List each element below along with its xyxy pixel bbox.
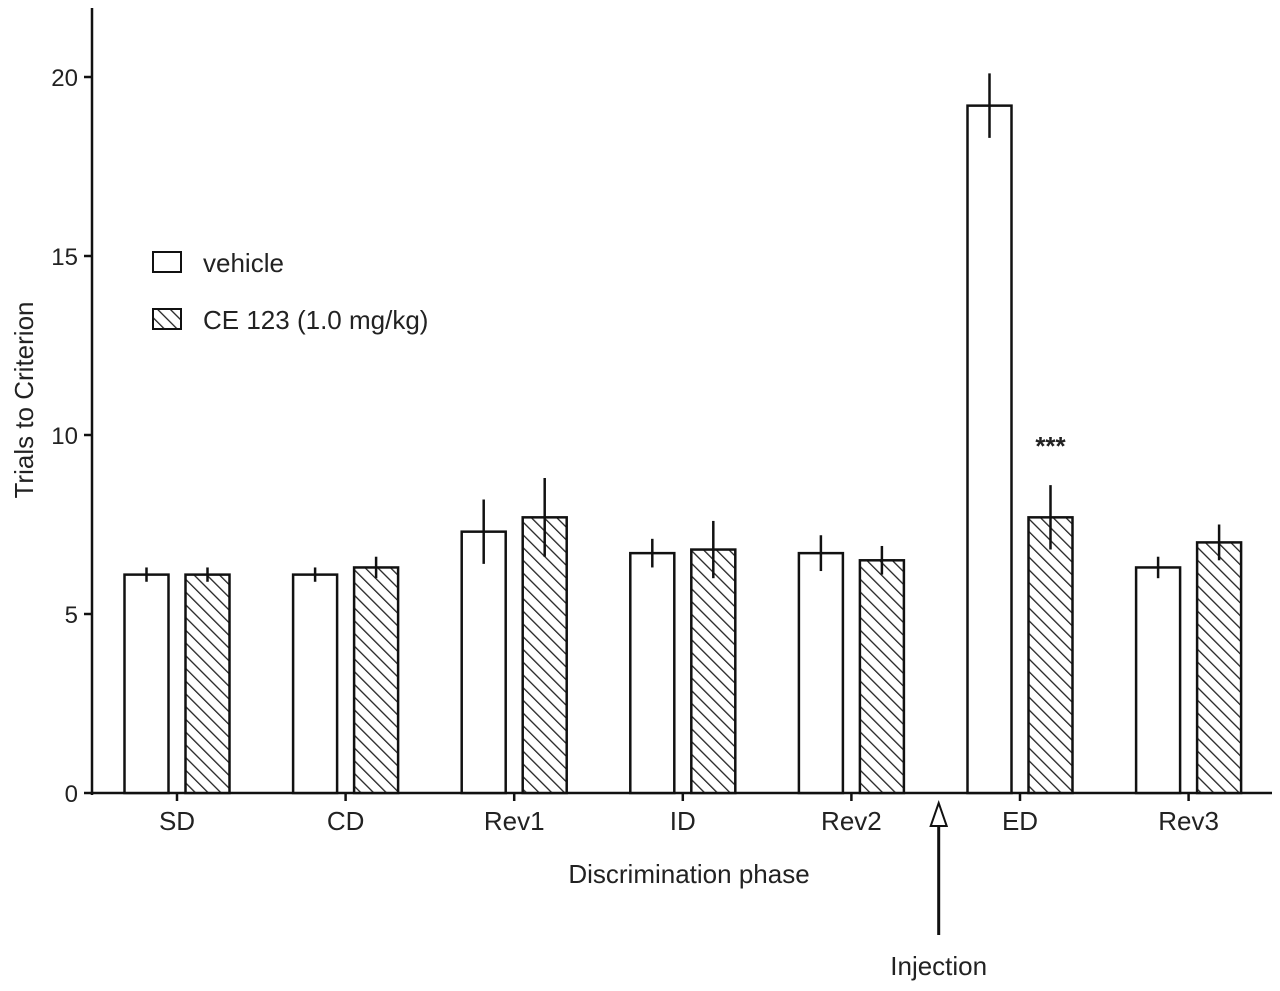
y-axis-title: Trials to Criterion <box>9 302 39 499</box>
bar-ed-ce123 <box>1027 516 1074 795</box>
bar-id-ce123 <box>690 548 737 795</box>
x-tick-label: ID <box>670 806 696 836</box>
bar-sd-vehicle <box>123 573 170 795</box>
injection-label: Injection <box>890 951 987 981</box>
legend-label-ce123: CE 123 (1.0 mg/kg) <box>203 305 428 335</box>
injection-annotation: Injection <box>890 799 987 981</box>
y-ticks: 0 5 10 15 20 <box>51 65 92 808</box>
x-tick-label: Rev3 <box>1158 806 1219 836</box>
legend-swatch-ce123 <box>152 308 182 330</box>
x-tick-label: CD <box>327 806 365 836</box>
x-tick-label: SD <box>159 806 195 836</box>
legend-swatch-vehicle <box>152 251 182 273</box>
injection-arrow-head <box>929 799 949 827</box>
x-axis-title: Discrimination phase <box>568 859 809 889</box>
bar-rev2-ce123 <box>858 559 906 795</box>
axes <box>90 8 1272 795</box>
bar-cd-vehicle <box>291 573 339 795</box>
x-tick-label: Rev1 <box>484 806 545 836</box>
y-tick-label: 0 <box>65 781 78 808</box>
bar-rev2-vehicle <box>797 551 845 795</box>
y-tick-label: 5 <box>65 602 78 629</box>
significance-marker: *** <box>1035 431 1066 461</box>
y-tick-label: 20 <box>51 65 78 92</box>
bar-ed-vehicle <box>966 104 1013 795</box>
bar-rev1-vehicle <box>460 530 507 795</box>
bar-rev3-ce123 <box>1195 541 1243 795</box>
bar-sd-ce123 <box>184 573 231 795</box>
bars <box>123 73 1243 795</box>
legend: vehicle CE 123 (1.0 mg/kg) <box>152 248 428 335</box>
x-tick-label: ED <box>1002 806 1038 836</box>
bar-cd-ce123 <box>352 566 400 795</box>
category-labels: SD CD Rev1 ID Rev2 ED Rev3 <box>159 793 1219 836</box>
x-tick-label: Rev2 <box>821 806 882 836</box>
legend-label-vehicle: vehicle <box>203 248 284 278</box>
y-tick-label: 10 <box>51 423 78 450</box>
y-tick-label: 15 <box>51 244 78 271</box>
bar-rev1-ce123 <box>521 516 568 795</box>
bar-rev3-vehicle <box>1134 566 1182 795</box>
bar-id-vehicle <box>629 551 676 795</box>
